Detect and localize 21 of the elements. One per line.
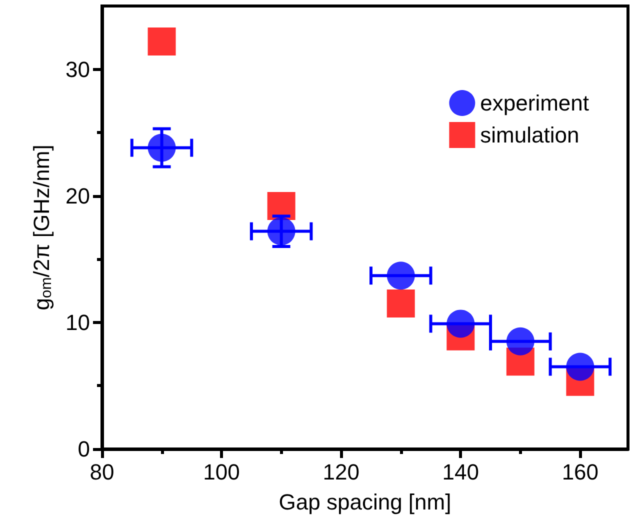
x-tick-label: 160 [562,460,599,484]
y-axis-title: gom/2π [GHz/nm] [29,144,55,310]
legend-label: simulation [480,122,580,148]
point [267,217,296,246]
x-tick-label: 80 [90,460,114,484]
y-tick-label: 30 [66,56,90,82]
point [386,262,415,290]
x-tick-label: 120 [322,460,360,484]
y-tick-label: 20 [66,183,90,208]
x-axis-title: Gap spacing [nm] [278,490,452,514]
point [148,134,176,162]
y-tick-label: 0 [78,436,90,462]
y-tick-label: 10 [66,310,90,335]
point [148,27,176,56]
point [386,289,415,318]
legend-label: experiment [480,90,590,116]
point [446,310,475,338]
point [566,352,594,381]
x-tick-label: 140 [442,460,479,484]
x-tick-label: 100 [203,460,240,484]
point [506,327,534,356]
